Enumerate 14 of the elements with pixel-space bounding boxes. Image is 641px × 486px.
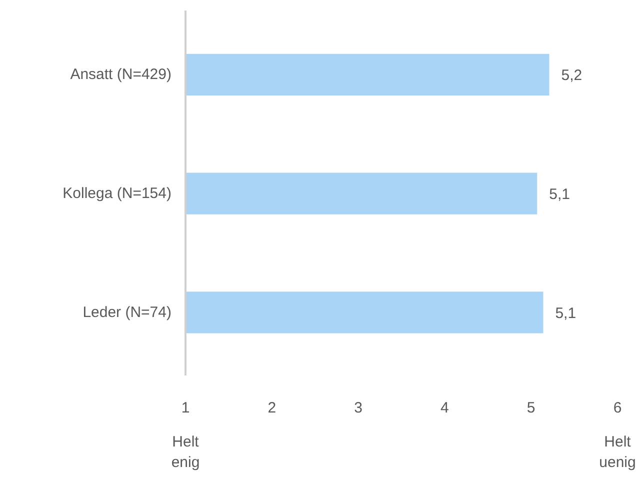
text: Helt enig xyxy=(171,434,200,471)
y-tick-label: Ansatt (N=429) xyxy=(70,66,172,84)
x-tick-label: 2 xyxy=(268,400,276,416)
x-tick-label: 6 xyxy=(613,400,622,416)
data-label: 5,2 xyxy=(561,67,582,84)
y-tick-label: Leder (N=74) xyxy=(82,304,172,321)
data-label: 5,1 xyxy=(549,186,570,204)
data-label: 5,1 xyxy=(555,304,576,322)
x-tick-label: 4 xyxy=(440,400,449,416)
text: Helt uenig xyxy=(599,434,636,471)
x-tick-label: 3 xyxy=(354,400,362,416)
y-tick-label: Kollega (N=154) xyxy=(62,185,172,202)
x-tick-label: 5 xyxy=(526,400,536,416)
x-tick-label: 1 xyxy=(181,400,190,416)
